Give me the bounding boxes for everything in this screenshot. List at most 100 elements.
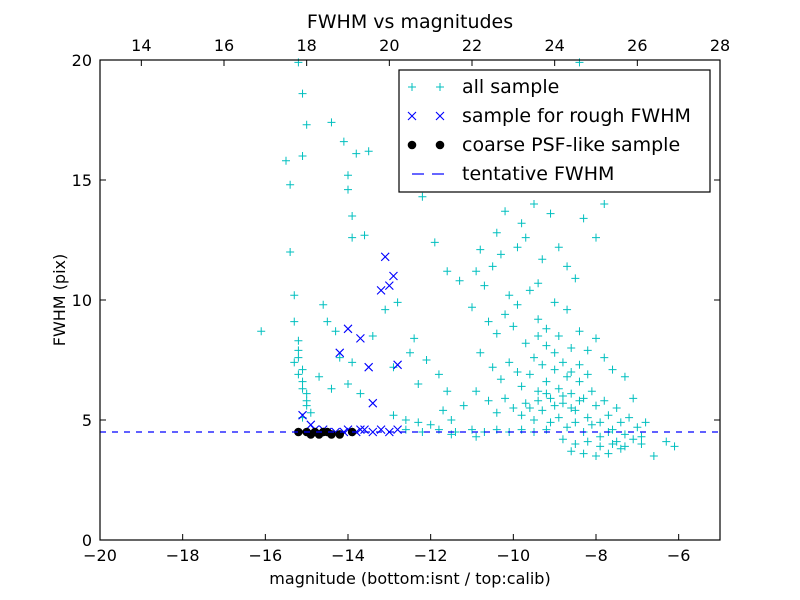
all-sample-point [616,418,625,427]
all-sample-point [521,399,530,408]
all-sample-point [571,274,580,283]
x-tick-label: −20 [83,546,117,565]
all-sample-point [352,149,361,158]
chart-title: FWHM vs magnitudes [307,11,513,33]
all-sample-point [608,440,617,448]
all-sample-point [670,442,679,451]
legend-plus-marker [408,83,416,91]
all-sample-point [534,332,543,340]
all-sample-point [542,324,551,333]
all-sample-point [600,396,609,405]
rough-sample-point [368,398,378,408]
all-sample-point [534,396,543,405]
all-sample-point [492,329,501,338]
all-sample-point [612,404,621,412]
rough-sample-point [393,360,402,370]
all-sample-point [513,300,522,309]
all-sample-point [530,416,538,424]
all-sample-point [530,353,538,362]
top-x-tick-label: 26 [627,36,647,55]
all-sample-point [563,423,572,432]
all-sample-point [294,346,303,355]
all-sample-point [558,399,567,408]
all-sample-point [257,327,266,336]
legend-dot-marker [407,140,417,150]
axis-ticks: −20 −18 −16 −14 −12 −10 −8 −6 14 16 18 20 22 24 26 28 0 5… [72,36,731,565]
x-tick-label: −8 [584,546,608,565]
all-sample-point [625,413,634,422]
all-sample-point [550,348,559,357]
top-x-tick-label: 22 [462,36,482,55]
all-sample-point [360,231,369,240]
rough-sample-point [364,362,374,372]
all-sample-point [600,200,609,208]
legend-label-tentative-fwhm: tentative FWHM [462,163,614,185]
all-sample-point [612,437,621,446]
all-sample-point [298,377,307,386]
all-sample-point [364,147,373,156]
all-sample-point [550,298,559,307]
all-sample-point [546,209,555,218]
all-sample-point [608,425,617,434]
all-sample-point [468,303,476,312]
all-sample-point [542,341,551,350]
all-sample-point [443,267,452,276]
all-sample-point [298,365,307,374]
all-sample-point [356,389,365,398]
all-sample-point [575,396,584,405]
legend-label-coarse-sample: coarse PSF-like sample [462,134,680,156]
all-sample-point [554,413,563,422]
all-sample-point [344,380,352,388]
all-sample-point [571,418,580,427]
all-sample-point [335,353,344,362]
all-sample-point [476,348,485,357]
legend-markers [407,83,445,175]
all-sample-point [600,353,609,362]
all-sample-point [422,356,431,364]
rough-sample-point [380,252,390,262]
all-sample-point [472,432,481,441]
all-sample-point [294,353,303,362]
legend-plus-marker [436,83,444,91]
rough-sample-point [384,281,394,290]
all-sample-point [629,394,638,403]
y-tick-label: 10 [72,291,92,310]
all-sample-point [558,435,567,444]
y-tick-label: 0 [82,531,92,550]
all-sample-point [406,348,414,357]
all-sample-point [298,152,307,160]
all-sample-point [290,317,299,326]
all-sample-point [575,327,584,336]
rough-sample-point [356,334,365,343]
all-sample-point [472,387,481,396]
all-sample-point [439,406,448,415]
all-sample-point [319,300,328,309]
all-sample-point [563,372,572,381]
all-sample-point [575,377,584,386]
all-sample-point [294,336,303,345]
all-sample-point [521,233,530,242]
all-sample-point [554,243,563,252]
all-sample-point [534,387,543,396]
all-sample-point [348,358,357,367]
all-sample-point [434,370,443,379]
all-sample-point [641,418,650,427]
top-x-tick-label: 28 [710,36,730,55]
all-sample-point [414,380,423,388]
x-tick-label: −16 [248,546,282,565]
all-sample-point [608,365,617,374]
all-sample-point [327,118,336,127]
all-sample-point [530,200,538,208]
top-x-tick-label: 16 [214,36,234,55]
all-sample-point [306,408,315,417]
all-sample-point [629,435,638,444]
all-sample-point [426,420,435,429]
all-sample-point [583,370,592,379]
all-sample-point [484,396,493,405]
all-sample-point [348,212,357,220]
rough-sample-point [376,286,386,295]
all-sample-point [579,394,588,403]
legend-label-rough-sample: sample for rough FWHM [462,105,691,127]
all-sample-point [525,404,534,412]
all-sample-point [554,384,563,393]
